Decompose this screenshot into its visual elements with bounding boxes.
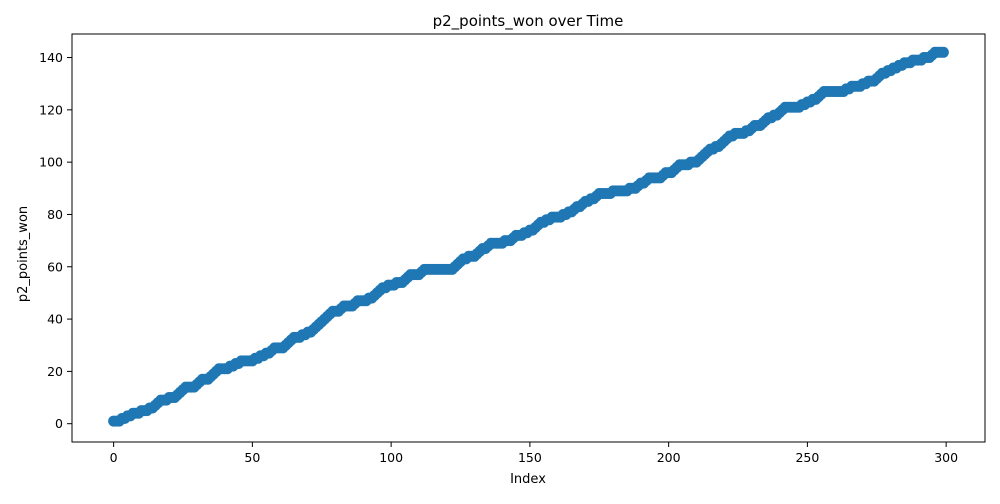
x-tick-label: 50: [244, 450, 260, 465]
y-tick-label: 80: [47, 207, 63, 222]
y-tick-label: 140: [39, 50, 63, 65]
x-tick-label: 0: [110, 450, 118, 465]
x-tick-label: 150: [518, 450, 542, 465]
y-axis-ticks: 0 20 40 60 80 100 120 140: [39, 50, 72, 431]
y-tick-label: 40: [47, 312, 63, 327]
y-tick-label: 60: [47, 259, 63, 274]
x-tick-label: 300: [934, 450, 958, 465]
y-tick-label: 100: [39, 155, 63, 170]
x-axis-label: Index: [510, 472, 546, 487]
x-axis-ticks: 0 50 100 150 200 250 300: [110, 442, 958, 465]
y-tick-label: 0: [55, 416, 63, 431]
x-tick-label: 250: [795, 450, 819, 465]
plot-area-frame: [71, 33, 986, 443]
y-tick-label: 20: [47, 364, 63, 379]
data-points: [108, 46, 949, 427]
y-axis-label: p2_points_won: [16, 206, 31, 302]
x-tick-label: 100: [379, 450, 403, 465]
y-tick-label: 120: [39, 102, 63, 117]
chart-title: p2_points_won over Time: [433, 12, 624, 31]
x-tick-label: 200: [657, 450, 681, 465]
data-point: [937, 46, 949, 58]
